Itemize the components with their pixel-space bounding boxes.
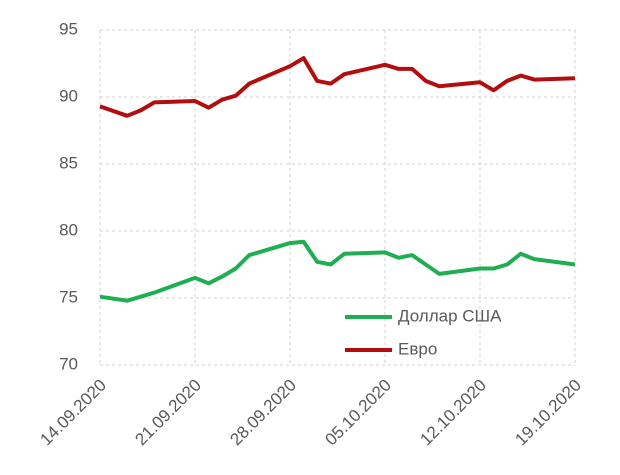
- x-tick-label: 21.09.2020: [131, 376, 205, 450]
- legend-label: Доллар США: [398, 306, 502, 325]
- legend-label: Евро: [398, 339, 437, 358]
- x-tick-label: 28.09.2020: [226, 376, 300, 450]
- x-tick-label: 14.09.2020: [36, 376, 110, 450]
- y-tick-label: 85: [59, 153, 78, 172]
- y-tick-label: 75: [59, 287, 78, 306]
- y-tick-label: 70: [59, 354, 78, 373]
- x-tick-label: 19.10.2020: [511, 376, 585, 450]
- series-line: [99, 239, 576, 303]
- series-line: [99, 56, 576, 118]
- y-tick-label: 80: [59, 220, 78, 239]
- x-tick-label: 05.10.2020: [321, 376, 395, 450]
- x-tick-label: 12.10.2020: [416, 376, 490, 450]
- y-tick-label: 95: [59, 19, 78, 38]
- y-tick-label: 90: [59, 86, 78, 105]
